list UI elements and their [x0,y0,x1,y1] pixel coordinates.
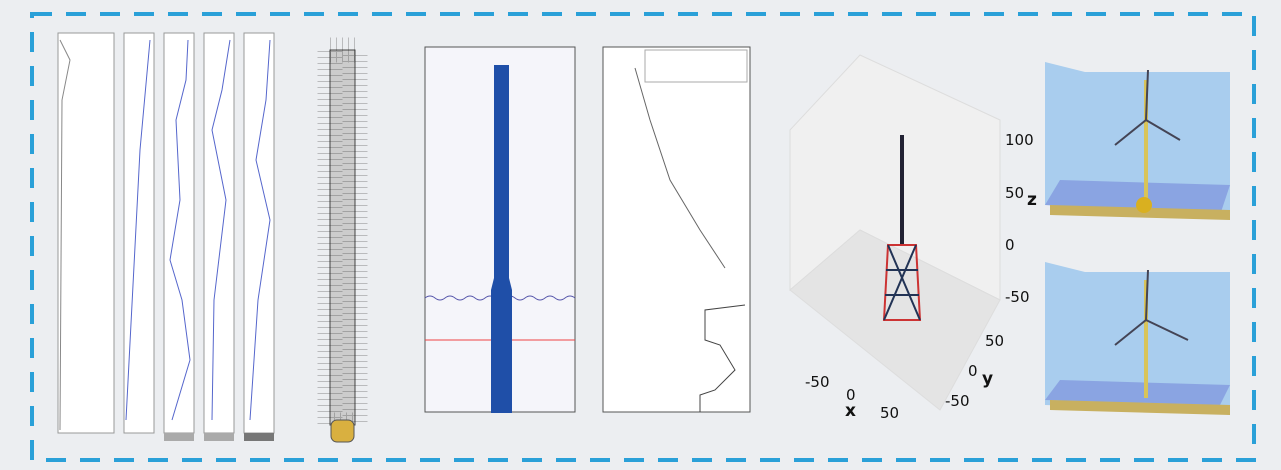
tower-cylinder [317,37,368,443]
z-tick-label: -50 [1005,288,1030,306]
z-tick-label: 100 [1005,131,1034,149]
y-tick-label: -50 [945,392,970,410]
profile-plot [602,46,751,413]
turbine-top [1045,62,1230,220]
y-axis-label: y [982,369,993,389]
strip-plots [57,32,275,441]
y-tick-label: 50 [985,332,1004,350]
plot-3d: 100 50 0 -50 z 50 0 -50 y -50 0 50 x [789,54,1037,422]
z-tick-label: 0 [1005,236,1015,254]
x-tick-label: 0 [846,386,856,404]
dashed-border [30,12,1256,462]
y-tick-label: 0 [968,362,978,380]
x-tick-label: 50 [880,404,899,422]
x-axis-label: x [845,401,856,421]
member-plot [424,46,576,413]
z-axis-label: z [1027,190,1037,210]
turbine-bottom [1045,262,1230,415]
z-tick-label: 50 [1005,184,1024,202]
x-tick-label: -50 [805,373,830,391]
